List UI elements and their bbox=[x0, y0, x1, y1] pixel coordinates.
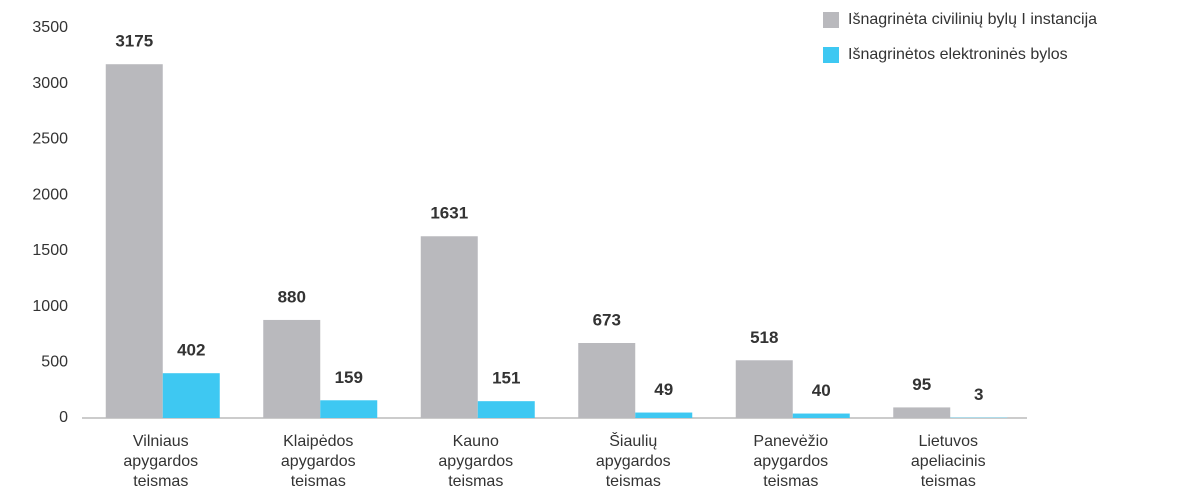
value-label: 880 bbox=[278, 287, 306, 306]
bar bbox=[578, 343, 636, 418]
value-label: 49 bbox=[654, 380, 673, 399]
x-tick-label: Vilniaus apygardos teismas bbox=[123, 433, 199, 490]
value-label: 518 bbox=[750, 328, 778, 347]
legend-label: Išnagrinėta civilinių bylų I instancija bbox=[848, 11, 1097, 28]
y-tick-label: 3500 bbox=[32, 19, 68, 36]
bar bbox=[893, 407, 951, 418]
value-label: 673 bbox=[593, 310, 621, 329]
bar bbox=[105, 64, 163, 418]
x-tick-label: Kauno apygardos teismas bbox=[438, 433, 514, 490]
y-tick-label: 500 bbox=[41, 354, 68, 371]
x-tick-label: Šiaulių apygardos teismas bbox=[595, 433, 671, 490]
bar bbox=[263, 319, 321, 418]
x-tick-label: Lietuvos apeliacinis teismas bbox=[910, 433, 986, 490]
bar bbox=[792, 413, 850, 418]
bar bbox=[420, 236, 478, 418]
y-tick-label: 3000 bbox=[32, 75, 68, 92]
bar bbox=[320, 400, 378, 418]
bar bbox=[735, 360, 793, 418]
value-label: 95 bbox=[912, 375, 931, 394]
bar bbox=[162, 373, 220, 418]
x-tick-label: Panevėžio apygardos teismas bbox=[753, 433, 829, 490]
value-label: 40 bbox=[812, 381, 831, 400]
legend-swatch bbox=[823, 12, 839, 28]
legend-label: Išnagrinėtos elektroninės bylos bbox=[848, 46, 1068, 63]
value-label: 3175 bbox=[115, 32, 153, 51]
x-tick-label: Klaipėdos apygardos teismas bbox=[280, 433, 356, 490]
value-label: 1631 bbox=[430, 204, 468, 223]
value-label: 159 bbox=[335, 368, 363, 387]
y-tick-label: 2000 bbox=[32, 186, 68, 203]
bar bbox=[477, 401, 535, 418]
bar bbox=[635, 412, 693, 418]
y-tick-label: 0 bbox=[59, 409, 68, 426]
y-tick-label: 1000 bbox=[32, 298, 68, 315]
y-tick-label: 2500 bbox=[32, 131, 68, 148]
value-label: 402 bbox=[177, 341, 205, 360]
value-label: 151 bbox=[492, 369, 520, 388]
legend-swatch bbox=[823, 47, 839, 63]
value-label: 3 bbox=[974, 385, 983, 404]
y-tick-label: 1500 bbox=[32, 242, 68, 259]
